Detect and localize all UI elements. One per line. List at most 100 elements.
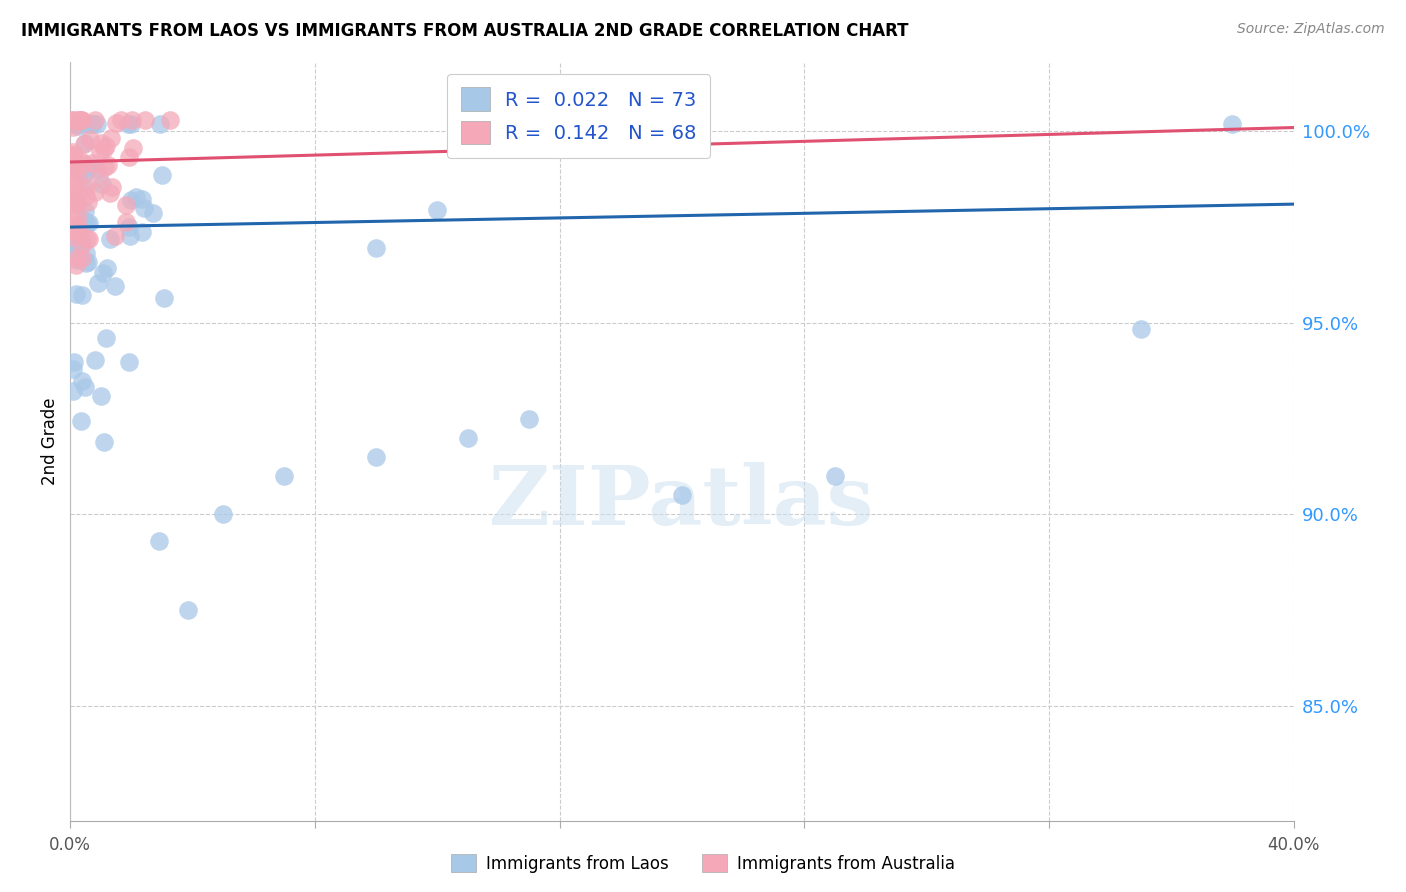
- Point: [97, 158, 120, 172]
- Point: [66, 119, 89, 133]
- Point: [90, 389, 112, 403]
- Point: [93, 143, 115, 157]
- Point: [65, 258, 87, 272]
- Point: [132, 201, 155, 215]
- Point: [62, 190, 84, 204]
- Point: [66, 218, 89, 232]
- Point: [120, 117, 142, 131]
- Point: [70, 154, 93, 169]
- Point: [86, 161, 108, 176]
- Point: [69, 112, 91, 127]
- Point: [62, 183, 84, 197]
- Point: [76, 216, 98, 230]
- Point: [115, 197, 138, 211]
- Point: [93, 435, 115, 450]
- Point: [100, 131, 122, 145]
- Point: [117, 117, 139, 131]
- Point: [72, 179, 94, 194]
- Point: [115, 214, 138, 228]
- Point: [63, 159, 86, 173]
- Point: [152, 291, 174, 305]
- Point: [110, 112, 132, 127]
- Point: [98, 186, 121, 200]
- Point: [62, 161, 84, 175]
- Point: [79, 132, 101, 146]
- Point: [76, 232, 98, 246]
- Point: [66, 251, 89, 265]
- Point: [62, 355, 84, 369]
- Point: [87, 276, 110, 290]
- Point: [134, 112, 156, 127]
- Point: [90, 136, 112, 150]
- Point: [84, 185, 107, 199]
- Point: [62, 188, 84, 202]
- Point: [62, 241, 84, 255]
- Point: [131, 225, 153, 239]
- Point: [62, 112, 84, 127]
- Point: [118, 150, 141, 164]
- Point: [104, 116, 127, 130]
- Point: [366, 450, 388, 464]
- Point: [62, 212, 84, 227]
- Point: [62, 384, 84, 399]
- Point: [62, 222, 84, 236]
- Point: [66, 209, 89, 223]
- Point: [86, 117, 108, 131]
- Point: [70, 168, 93, 182]
- Point: [426, 203, 449, 218]
- Point: [70, 112, 93, 127]
- Text: Source: ZipAtlas.com: Source: ZipAtlas.com: [1237, 22, 1385, 37]
- Point: [70, 288, 93, 302]
- Point: [96, 260, 118, 275]
- Point: [65, 163, 87, 178]
- Point: [77, 255, 100, 269]
- Point: [76, 117, 98, 131]
- Point: [65, 224, 87, 238]
- Point: [67, 248, 90, 262]
- Point: [159, 112, 181, 127]
- Point: [120, 193, 142, 207]
- Point: [90, 177, 112, 191]
- Point: [457, 431, 479, 445]
- Point: [62, 120, 84, 135]
- Point: [62, 145, 84, 159]
- Point: [63, 148, 86, 162]
- Point: [69, 117, 91, 131]
- Point: [62, 184, 84, 198]
- Point: [75, 256, 97, 270]
- Legend: R =  0.022   N = 73, R =  0.142   N = 68: R = 0.022 N = 73, R = 0.142 N = 68: [447, 74, 710, 158]
- Point: [62, 175, 84, 189]
- Point: [80, 117, 103, 131]
- Point: [62, 112, 84, 127]
- Point: [62, 148, 84, 162]
- Point: [77, 216, 100, 230]
- Point: [75, 189, 97, 203]
- Point: [671, 488, 693, 502]
- Point: [94, 160, 117, 174]
- Point: [66, 253, 89, 268]
- Point: [273, 469, 295, 483]
- Point: [73, 136, 96, 151]
- Point: [148, 534, 170, 549]
- Point: [67, 112, 90, 127]
- Point: [84, 353, 107, 368]
- Point: [62, 187, 84, 202]
- Point: [73, 213, 96, 227]
- Point: [76, 159, 98, 173]
- Point: [84, 112, 107, 127]
- Point: [149, 117, 172, 131]
- Point: [77, 232, 100, 246]
- Point: [62, 230, 84, 244]
- Point: [177, 603, 200, 617]
- Point: [131, 192, 153, 206]
- Text: 0.0%: 0.0%: [49, 836, 91, 854]
- Point: [77, 195, 100, 210]
- Text: 40.0%: 40.0%: [1267, 836, 1320, 854]
- Point: [66, 196, 89, 211]
- Point: [118, 228, 141, 243]
- Text: ZIPatlas: ZIPatlas: [489, 462, 875, 542]
- Point: [75, 380, 97, 394]
- Point: [118, 355, 141, 369]
- Point: [89, 145, 111, 160]
- Point: [63, 197, 86, 211]
